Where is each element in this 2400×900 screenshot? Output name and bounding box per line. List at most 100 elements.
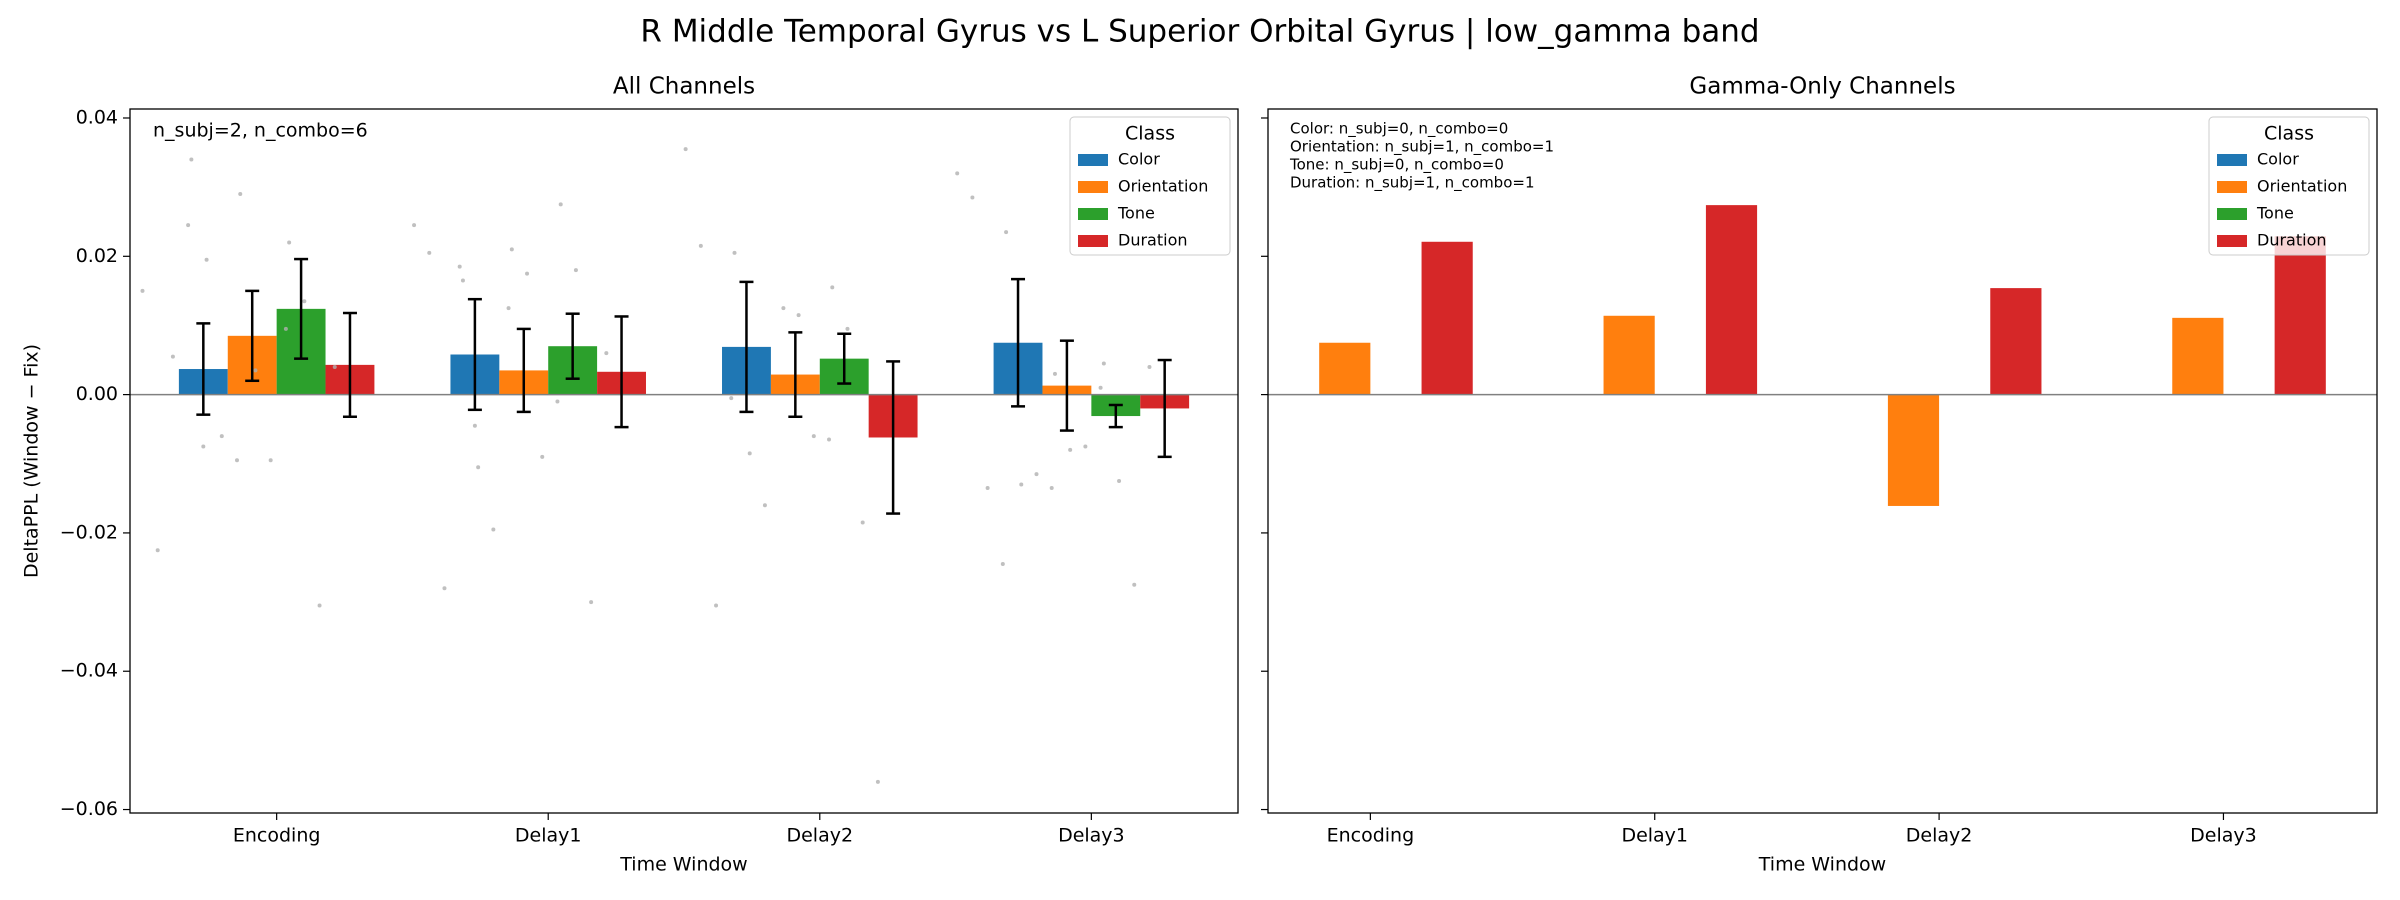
bar: [1603, 315, 1655, 395]
legend-label: Color: [2257, 150, 2299, 169]
legend-title: Class: [1125, 123, 1175, 145]
x-tick-label: Encoding: [1327, 825, 1415, 847]
y-tick-label: 0.04: [76, 106, 118, 128]
data-point: [762, 503, 767, 508]
data-point: [860, 520, 865, 525]
data-point: [589, 600, 594, 605]
data-point: [781, 306, 786, 311]
error-bar: [1011, 277, 1026, 408]
data-point: [283, 326, 288, 331]
error-bar: [788, 331, 803, 418]
data-point: [796, 313, 801, 318]
error-bar: [1059, 339, 1074, 432]
bar: [1421, 241, 1473, 395]
y-axis-label: DeltaPPL (Window − Fix): [21, 344, 43, 578]
x-tick-label: Delay2: [1906, 825, 1973, 847]
data-point: [729, 396, 734, 401]
bar: [2172, 317, 2224, 395]
data-point: [472, 423, 477, 428]
bar: [1319, 342, 1371, 395]
data-point: [201, 444, 206, 449]
annotation: n_subj=2, n_combo=6: [153, 120, 368, 142]
data-point: [845, 326, 850, 331]
legend-box: [2208, 116, 2370, 256]
legend-swatch: [2217, 235, 2247, 247]
data-point: [491, 527, 496, 532]
data-point: [253, 368, 258, 373]
data-point: [1068, 447, 1073, 452]
data-point: [1000, 562, 1005, 567]
data-point: [1049, 485, 1054, 490]
axes-frame: [129, 108, 1239, 814]
panel-title: All Channels: [613, 74, 755, 100]
data-point: [604, 351, 609, 356]
error-bar: [837, 332, 852, 385]
data-point: [442, 586, 447, 591]
legend-box: [1069, 116, 1231, 256]
legend-swatch: [2217, 208, 2247, 220]
data-point: [170, 354, 175, 359]
y-tick-label: −0.06: [60, 798, 118, 820]
data-point: [302, 299, 307, 304]
data-point: [698, 243, 703, 248]
data-point: [1117, 479, 1122, 484]
data-point: [1098, 385, 1103, 390]
data-point: [219, 434, 224, 439]
data-point: [332, 364, 337, 369]
error-bar: [1157, 358, 1172, 459]
data-point: [875, 779, 880, 784]
error-bar: [342, 311, 357, 418]
error-bar: [886, 360, 901, 515]
data-point: [186, 223, 191, 228]
data-point: [1132, 582, 1137, 587]
data-point: [412, 223, 417, 228]
data-point: [747, 451, 752, 456]
y-tick-label: −0.02: [60, 521, 118, 543]
data-point: [506, 306, 511, 311]
x-tick-label: Delay3: [1058, 825, 1125, 847]
data-point: [1147, 364, 1152, 369]
bar: [1990, 288, 2042, 395]
data-point: [683, 147, 688, 152]
data-point: [525, 271, 530, 276]
y-tick-label: 0.00: [76, 383, 118, 405]
data-point: [238, 192, 243, 197]
annotation: Duration: n_subj=1, n_combo=1: [1290, 174, 1535, 193]
data-point: [1083, 444, 1088, 449]
legend-label: Duration: [1118, 231, 1188, 250]
error-bar: [516, 327, 531, 414]
data-point: [970, 195, 975, 200]
legend-title: Class: [2264, 123, 2314, 145]
error-bar: [614, 315, 629, 429]
annotation: Tone: n_subj=0, n_combo=0: [1289, 156, 1504, 175]
data-point: [830, 285, 835, 290]
data-point: [540, 454, 545, 459]
axes-frame: [1267, 108, 2378, 814]
data-point: [555, 399, 560, 404]
annotation: Orientation: n_subj=1, n_combo=1: [1290, 138, 1554, 157]
data-point: [287, 240, 292, 245]
error-bar: [294, 257, 309, 360]
data-point: [140, 288, 145, 293]
legend-swatch: [1078, 208, 1108, 220]
error-bar: [467, 297, 482, 412]
bar: [1887, 394, 1940, 506]
annotation: Color: n_subj=0, n_combo=0: [1290, 120, 1508, 139]
data-point: [827, 437, 832, 442]
error-bar: [565, 312, 580, 380]
data-point: [155, 548, 160, 553]
legend-swatch: [1078, 154, 1108, 166]
x-axis-label: Time Window: [619, 854, 747, 876]
data-point: [234, 458, 239, 463]
data-point: [1019, 482, 1024, 487]
figure-title: R Middle Temporal Gyrus vs L Superior Or…: [640, 14, 1759, 50]
data-point: [1052, 371, 1057, 376]
data-point: [460, 278, 465, 283]
data-point: [985, 485, 990, 490]
data-point: [427, 250, 432, 255]
data-point: [811, 434, 816, 439]
legend-swatch: [1078, 235, 1108, 247]
data-point: [189, 157, 194, 162]
x-axis-label: Time Window: [1758, 854, 1886, 876]
